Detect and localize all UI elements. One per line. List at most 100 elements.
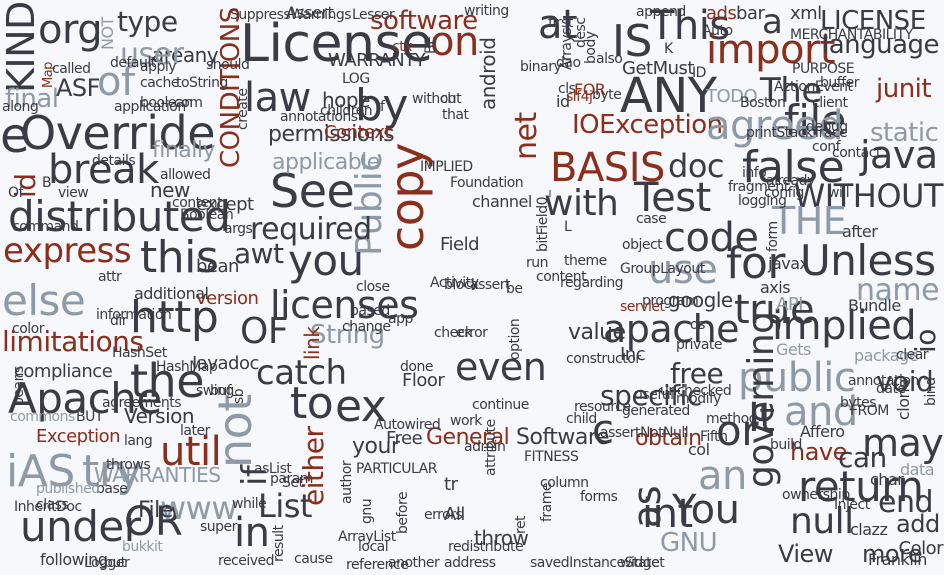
word-or-87: or (716, 406, 758, 455)
word-commons-224: commons (10, 409, 75, 425)
word-ret-319: ret (513, 515, 529, 534)
word-throw-308: throw (474, 526, 529, 550)
word-true-77: true (734, 287, 815, 333)
word-under-27: under (20, 502, 141, 551)
word-javax-180: javax (768, 254, 809, 273)
word-printstacktrace-293: printStackTrace (746, 125, 848, 141)
word-bundle-178: Bundle (848, 296, 901, 315)
word-buf-208: buf (210, 383, 232, 399)
word-widget-152: widget (620, 555, 665, 571)
word-id-323: ID (692, 65, 706, 81)
word-before-316: before (395, 491, 411, 534)
word-even-51: even (455, 345, 547, 389)
word-gnu-305: gnu (359, 498, 375, 524)
word-compliance-107: compliance (14, 361, 113, 382)
word-java-68: java (860, 133, 938, 177)
word-apply-240: apply (140, 59, 177, 75)
word-apache-20: Apache (8, 374, 162, 423)
word-additional-121: additional (134, 284, 209, 303)
word-binary-259: binary (520, 59, 562, 75)
word-clazz-163: clazz (850, 520, 888, 539)
word-option-198: option (507, 318, 523, 360)
word-you-91: You (672, 487, 740, 533)
word-aslist-218: asList (254, 461, 292, 477)
word-awt-123: awt (234, 237, 284, 270)
word-id-322: id (556, 92, 570, 111)
word-null-92: null (790, 501, 854, 542)
word-ex-47: ex (335, 381, 387, 432)
word-change-204: change (342, 319, 391, 335)
word-license-62: LICENSE (820, 6, 926, 36)
word-should-249: should (206, 57, 250, 73)
word-else-17: else (2, 276, 86, 325)
word-implied-79: implied (772, 303, 917, 349)
word-governing-97: governing (741, 311, 782, 488)
word-throws-212: throws (106, 457, 151, 473)
word-modify-183: modify (676, 391, 721, 407)
word-user-6: user (120, 37, 184, 72)
word-build-189: build (770, 437, 802, 453)
word-errors-317: errors (424, 507, 463, 523)
word-block-142: block (444, 277, 479, 293)
word-byte-265: byte (592, 87, 622, 103)
word-char-166: char (870, 470, 904, 489)
word-attr-226: attr (98, 269, 122, 285)
word-os-298: os (690, 317, 705, 333)
word-col-186: col (688, 440, 710, 459)
word-required-40: required (250, 212, 372, 247)
word-super-217: super (200, 519, 237, 535)
word-agreed-66: agreed (706, 103, 844, 149)
word-desc-262: desc (573, 17, 589, 49)
word-on-35: on (430, 19, 479, 65)
word-net-125: net (509, 112, 544, 160)
word-name-80: name (856, 273, 940, 308)
word-for-75: for (726, 238, 786, 289)
word-to-46: to (290, 378, 334, 429)
word-child-190: child (566, 411, 597, 427)
word-return-89: return (798, 462, 924, 511)
word-boolean-237: Boolean (180, 207, 234, 223)
word-application-245: application (114, 99, 186, 115)
word-limitations-18: limitations (2, 325, 144, 358)
word-generated-184: generated (622, 403, 690, 419)
word-basis-58: BASIS (550, 145, 665, 191)
word-xml-132: xml (790, 3, 822, 24)
word-axis-179: axis (760, 278, 791, 297)
word-slf4j-266: slf4j (566, 89, 593, 105)
word-may-86: may (862, 421, 944, 465)
word-package-169: package (854, 346, 919, 365)
word-software-36: software (370, 6, 478, 36)
word-beans-223: beans (11, 366, 27, 406)
word-e-12: e (0, 108, 30, 164)
word-for-136: FOR (574, 80, 606, 99)
word-reference-158: reference (346, 557, 409, 573)
word-close-302: close (356, 279, 390, 295)
word-language-63: language (822, 30, 940, 60)
word-override-10: Override (20, 106, 216, 160)
word-local-159: local (358, 539, 389, 555)
word-boolean-244: boolean (140, 95, 193, 111)
word-hope-114: hope (322, 88, 370, 112)
word-first-321: first (548, 15, 573, 31)
word-not-4: NOT (98, 17, 117, 50)
word-hashset-205: HashSet (112, 345, 167, 361)
word-as-99: as (625, 485, 669, 528)
word-free-119: Free (386, 428, 423, 449)
word-set-220: Set (282, 475, 304, 491)
word-any-54: ANY (620, 68, 717, 124)
word-resource-191: resource (574, 399, 631, 415)
word-obtain-102: obtain (635, 426, 702, 451)
word-link-117: link (300, 326, 324, 360)
word-cls-264: cls (558, 81, 576, 97)
word-either-48: either (297, 426, 330, 506)
word-asf-8: ASF (56, 74, 100, 102)
word-util-23: util (160, 429, 222, 475)
word-client-292: client (812, 95, 848, 111)
word-warranty-135: WARRANTY (328, 50, 426, 71)
word-unless-74: Unless (800, 236, 936, 285)
word-without-270: without (412, 91, 462, 107)
word-floor-127: Floor (402, 370, 445, 391)
word-false-69: false (742, 142, 845, 193)
word-value-100: value (568, 320, 626, 345)
word-that-271: that (442, 107, 469, 123)
